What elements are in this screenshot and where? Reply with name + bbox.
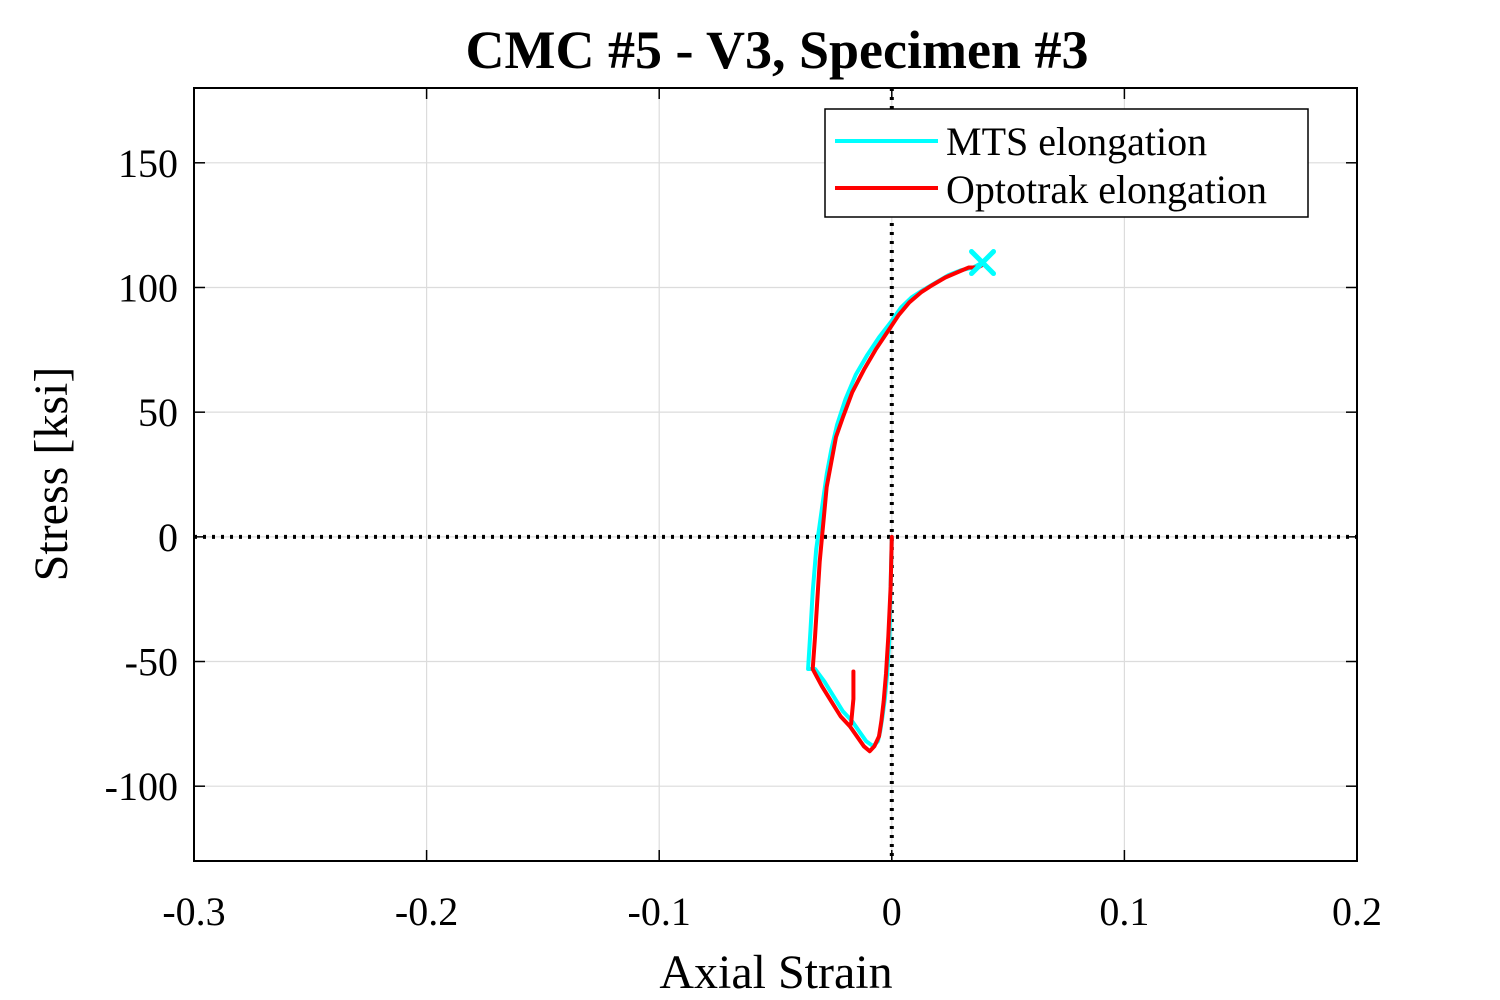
- y-tick-label: 150: [118, 141, 178, 186]
- legend-label-optotrak: Optotrak elongation: [946, 167, 1267, 212]
- data-series: [806, 260, 985, 754]
- x-tick-label: -0.1: [628, 889, 691, 934]
- chart-title: CMC #5 - V3, Specimen #3: [466, 20, 1089, 80]
- legend-box: [824, 108, 1309, 218]
- y-axis-label: Stress [ksi]: [25, 367, 78, 582]
- y-tick-label: 100: [118, 265, 178, 310]
- series-line-optotrak: [810, 263, 985, 754]
- y-tick-label: 50: [138, 390, 178, 435]
- failure-point-marker: [969, 249, 997, 277]
- legend-label-mts: MTS elongation: [946, 119, 1207, 164]
- series-tail-optotrak: [849, 669, 856, 726]
- x-axis-ticks: -0.3 -0.2 -0.1 0 0.1 0.2: [162, 88, 1382, 934]
- x-tick-label: -0.3: [162, 889, 225, 934]
- x-tick-label: 0: [882, 889, 902, 934]
- y-tick-label: -100: [105, 764, 178, 809]
- x-tick-label: 0.1: [1099, 889, 1149, 934]
- y-axis-ticks: -100 -50 0 50 100 150: [105, 141, 1357, 809]
- y-tick-label: 0: [158, 515, 178, 560]
- plot-area-frame: [193, 87, 1358, 862]
- x-tick-label: -0.2: [395, 889, 458, 934]
- x-axis-label: Axial Strain: [659, 946, 892, 999]
- data-markers: [969, 249, 997, 277]
- series-line-mts: [806, 260, 985, 749]
- legend: MTS elongation Optotrak elongation: [824, 108, 1309, 218]
- y-tick-label: -50: [125, 640, 178, 685]
- x-tick-label: 0.2: [1332, 889, 1382, 934]
